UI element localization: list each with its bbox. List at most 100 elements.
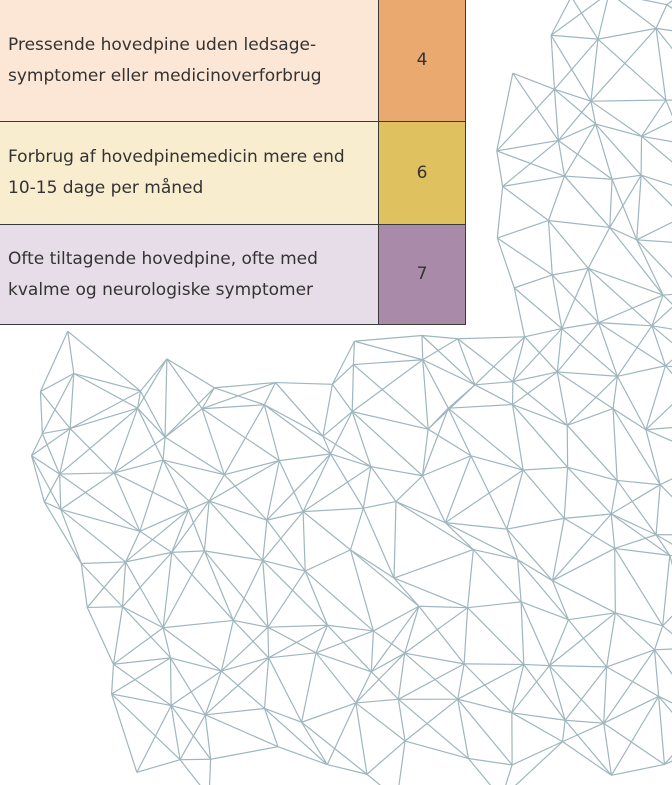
mesh-line <box>663 293 672 295</box>
mesh-line <box>637 240 672 245</box>
mesh-line <box>607 613 616 667</box>
mesh-line <box>202 409 224 475</box>
mesh-line <box>564 518 614 548</box>
mesh-line <box>552 581 568 620</box>
mesh-line <box>356 703 405 741</box>
mesh-line <box>655 626 663 650</box>
mesh-line <box>137 760 180 773</box>
mesh-line <box>422 336 423 360</box>
mesh-line <box>394 502 396 578</box>
mesh-line <box>303 512 305 571</box>
mesh-line <box>303 512 350 550</box>
mesh-line <box>503 176 565 186</box>
mesh-line <box>371 467 396 502</box>
mesh-line <box>611 764 664 775</box>
mesh-line <box>564 514 611 518</box>
mesh-line <box>554 89 595 124</box>
mesh-line <box>353 341 354 364</box>
mesh-line <box>458 699 469 758</box>
mesh-line <box>74 374 138 409</box>
mesh-line <box>279 454 330 461</box>
mesh-line <box>475 385 513 405</box>
mesh-line <box>356 703 367 774</box>
mesh-line <box>571 0 598 39</box>
mesh-line <box>423 360 428 429</box>
mesh-line <box>464 608 468 664</box>
mesh-line <box>165 409 202 437</box>
mesh-line <box>551 35 598 39</box>
mesh-line <box>663 555 670 625</box>
mesh-line <box>405 608 468 653</box>
mesh-line <box>637 240 672 293</box>
mesh-line <box>305 550 350 571</box>
mesh-line <box>263 560 328 625</box>
mesh-line <box>264 405 330 454</box>
mesh-line <box>588 227 610 268</box>
mesh-line <box>521 602 524 665</box>
mesh-line <box>423 456 471 476</box>
mesh-line <box>353 360 422 365</box>
mesh-line <box>351 550 419 606</box>
mesh-line <box>551 35 554 89</box>
mesh-line <box>123 607 171 658</box>
mesh-line <box>371 631 373 672</box>
mesh-line <box>652 326 672 372</box>
mesh-line <box>205 715 278 747</box>
mesh-line <box>568 467 618 480</box>
mesh-line <box>171 706 180 760</box>
mesh-line <box>70 429 114 473</box>
mesh-line <box>188 510 204 551</box>
mesh-line <box>264 405 323 437</box>
mesh-line <box>552 548 614 580</box>
mesh-line <box>468 602 521 608</box>
mesh-line <box>163 551 204 628</box>
mesh-line <box>302 722 328 764</box>
mesh-line <box>40 392 42 434</box>
mesh-line <box>167 359 202 409</box>
mesh-line <box>512 713 565 720</box>
mesh-line <box>354 336 422 342</box>
mesh-line <box>664 748 672 765</box>
mesh-line <box>163 460 224 475</box>
mesh-line <box>548 176 564 220</box>
mesh-line <box>660 485 672 535</box>
mesh-line <box>356 653 405 703</box>
mesh-line <box>468 759 512 765</box>
mesh-line <box>666 100 672 101</box>
mesh-line <box>112 664 114 694</box>
mesh-line <box>204 551 262 561</box>
mesh-line <box>332 341 354 384</box>
mesh-line <box>87 607 122 608</box>
mesh-line <box>659 696 665 764</box>
description: Forbrug af hovedpinemedicin mere end 10-… <box>0 122 379 225</box>
mesh-line <box>448 405 512 409</box>
mesh-line <box>367 774 397 785</box>
mesh-line <box>394 550 473 578</box>
mesh-line <box>613 409 617 481</box>
mesh-line <box>396 502 445 523</box>
mesh-line <box>209 759 210 785</box>
mesh-line <box>497 238 514 288</box>
mesh-line <box>87 562 125 608</box>
mesh-line <box>568 620 606 667</box>
mesh-line <box>617 480 660 484</box>
mesh-line <box>518 559 521 601</box>
mesh-line <box>596 124 642 136</box>
score: 4 <box>379 0 466 122</box>
mesh-line <box>557 372 617 376</box>
mesh-line <box>609 0 667 5</box>
mesh-line <box>353 365 428 430</box>
mesh-line <box>224 461 279 475</box>
mesh-line <box>512 742 562 765</box>
mesh-line <box>394 578 468 608</box>
mesh-line <box>163 620 233 627</box>
mesh-line <box>40 331 67 391</box>
mesh-line <box>458 664 524 699</box>
mesh-line <box>61 509 140 531</box>
mesh-line <box>263 520 267 560</box>
mesh-line <box>138 359 167 408</box>
mesh-line <box>609 0 656 28</box>
mesh-line <box>405 653 458 699</box>
mesh-line <box>598 0 609 39</box>
mesh-line <box>423 476 446 523</box>
